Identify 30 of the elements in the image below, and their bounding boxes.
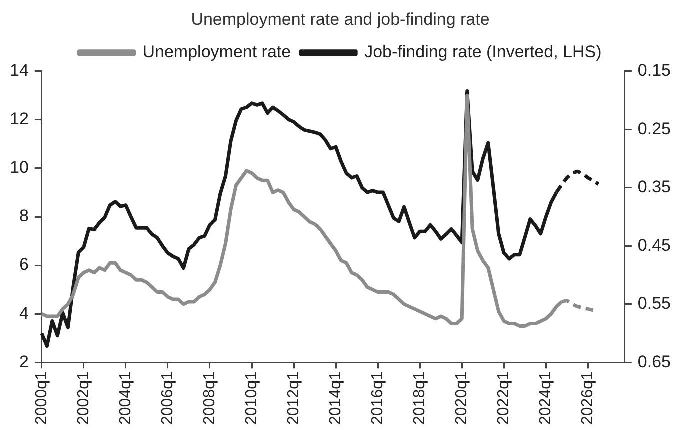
x-tick-label: 2014q1 bbox=[327, 372, 344, 425]
x-tick-label: 2010q1 bbox=[243, 372, 260, 425]
y-tick-label: 10 bbox=[10, 158, 29, 178]
y-tick-label: 4 bbox=[19, 304, 29, 323]
y-tick-label: 14 bbox=[10, 61, 29, 80]
x-tick-label: 2020q1 bbox=[454, 372, 470, 425]
x-tick-label: 2026q1 bbox=[580, 372, 597, 425]
y2-tick-label: 0.55 bbox=[638, 294, 672, 314]
y-tick-label: 12 bbox=[10, 110, 29, 129]
x-tick-label: 2012q1 bbox=[285, 372, 302, 425]
y2-tick-label: 0.65 bbox=[638, 352, 672, 372]
y2-tick-label: 0.25 bbox=[638, 119, 672, 138]
x-tick-label: 2018q1 bbox=[411, 372, 428, 425]
y-tick-label: 8 bbox=[19, 206, 29, 226]
y2-tick-label: 0.45 bbox=[638, 236, 672, 255]
x-tick-label: 2000q1 bbox=[33, 372, 50, 425]
x-tick-label: 2006q1 bbox=[159, 372, 176, 425]
x-tick-label: 2016q1 bbox=[369, 372, 386, 425]
x-tick-label: 2008q1 bbox=[201, 372, 218, 425]
x-tick-label: 2002q1 bbox=[75, 372, 92, 425]
x-tick-label: 2024q1 bbox=[538, 372, 555, 425]
legend-label: Job-finding rate (Inverted, LHS) bbox=[364, 42, 602, 62]
x-tick-label: 2022q1 bbox=[496, 372, 513, 425]
legend-label: Unemployment rate bbox=[142, 42, 292, 62]
chart-title: Unemployment rate and job-finding rate bbox=[191, 10, 490, 29]
y2-tick-label: 0.35 bbox=[638, 178, 672, 197]
y2-tick-label: 0.15 bbox=[638, 61, 672, 80]
y-tick-label: 6 bbox=[19, 255, 29, 274]
x-tick-label: 2004q1 bbox=[117, 372, 134, 425]
y-tick-label: 2 bbox=[19, 352, 29, 372]
